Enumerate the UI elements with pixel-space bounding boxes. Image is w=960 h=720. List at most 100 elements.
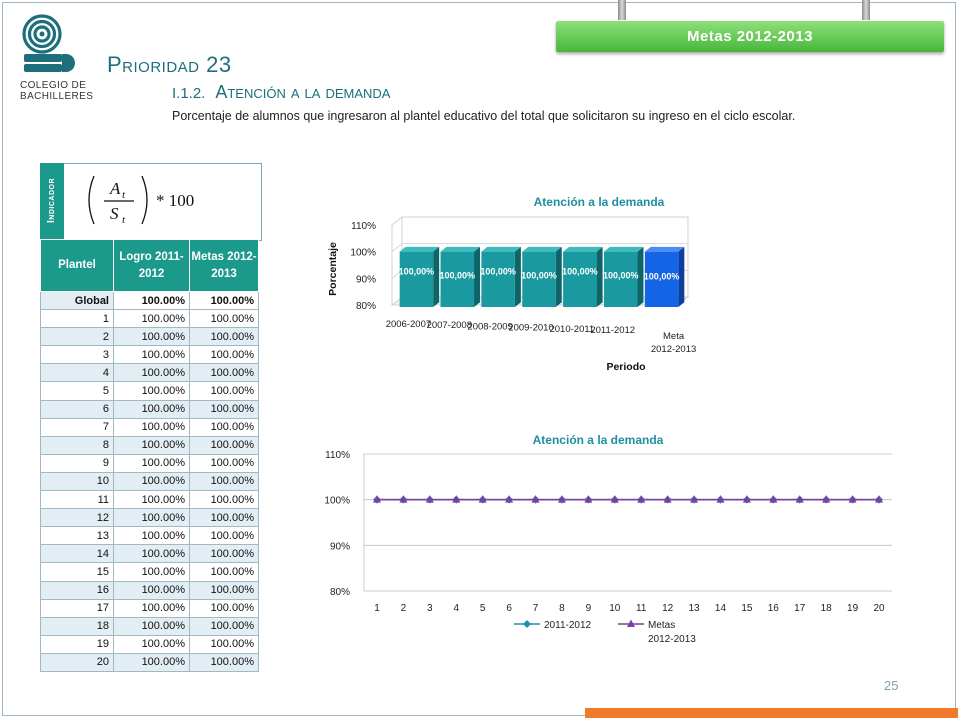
table-row: 3 100.00% 100.00% <box>40 345 259 365</box>
line-y-tick-label: 100% <box>324 496 350 507</box>
bar-data-label: 100,00% <box>440 271 476 281</box>
bar-x-axis-label: Periodo <box>606 361 645 373</box>
cell-logro: 100.00% <box>113 345 190 365</box>
series-2-point <box>610 495 619 503</box>
cell-plantel: 12 <box>40 508 114 528</box>
bar-chart: Atención a la demanda 80% 90% 100% 110% Porce… <box>327 195 696 373</box>
bar-side <box>637 246 644 307</box>
bar-x-tick-label: 2011-2012 <box>590 325 635 336</box>
cell-metas: 100.00% <box>189 526 259 546</box>
bar <box>644 251 679 307</box>
table-row: 15 100.00% 100.00% <box>40 562 259 582</box>
bar-x-tick-label: 2010-2011 <box>549 324 594 335</box>
cell-metas: 100.00% <box>189 290 259 311</box>
series-2-point <box>425 495 434 503</box>
cell-logro: 100.00% <box>113 544 190 564</box>
series-2-point <box>399 495 408 503</box>
cell-metas: 100.00% <box>189 544 259 564</box>
cell-plantel: 17 <box>40 598 114 618</box>
table-row: 16 100.00% 100.00% <box>40 580 259 600</box>
cell-logro: 100.00% <box>113 634 190 654</box>
bar <box>522 251 556 307</box>
bar-chart-title: Atención a la demanda <box>534 195 665 209</box>
line-x-tick-label: 5 <box>480 603 486 614</box>
series-2-point <box>663 495 672 503</box>
col-plantel: Plantel <box>40 239 114 292</box>
line-x-tick-label: 6 <box>506 603 512 614</box>
section-title: Atención a la demanda <box>215 82 391 102</box>
bar-x-tick-label: Meta <box>663 331 685 342</box>
line-x-tick-label: 20 <box>873 603 885 614</box>
formula-multiplier: * 100 <box>156 191 194 210</box>
metas-badge: Metas 2012-2013 <box>556 21 944 52</box>
series-2-point <box>690 495 699 503</box>
cell-plantel: 15 <box>40 562 114 582</box>
line-x-tick-label: 4 <box>453 603 459 614</box>
line-x-tick-label: 18 <box>821 603 833 614</box>
bar-x-tick-label: 2012-2013 <box>651 344 696 355</box>
formula-denominator: S <box>110 204 119 223</box>
cell-plantel: 2 <box>40 327 114 347</box>
cell-metas: 100.00% <box>189 598 259 618</box>
cell-plantel: 3 <box>40 345 114 365</box>
series-2-point <box>505 495 514 503</box>
cell-plantel: 16 <box>40 580 114 600</box>
line-x-tick-label: 7 <box>533 603 539 614</box>
page-number: 25 <box>884 678 899 693</box>
bar-y-tick-label: 110% <box>351 221 376 232</box>
series-2-point <box>478 495 487 503</box>
bar-top <box>603 246 644 252</box>
cell-logro: 100.00% <box>113 327 190 347</box>
cell-logro: 100.00% <box>113 490 190 510</box>
col-metas: Metas 2012-2013 <box>189 239 259 292</box>
series-2-point <box>584 495 593 503</box>
bar-y-tick-label: 80% <box>356 301 376 312</box>
bar-gridline-side <box>391 216 403 226</box>
indicator-label: Indicador <box>40 163 64 239</box>
hanger-right <box>862 0 870 20</box>
bar-data-label: 100,00% <box>399 267 435 277</box>
series-2-point <box>875 495 883 503</box>
cell-plantel: 10 <box>40 471 114 492</box>
cell-logro: 100.00% <box>113 471 190 492</box>
line-x-tick-label: 8 <box>559 603 565 614</box>
line-chart-title: Atención a la demanda <box>533 433 664 447</box>
cell-metas: 100.00% <box>189 490 259 510</box>
bar-data-label: 100,00% <box>603 271 639 281</box>
bar <box>563 251 597 307</box>
table-row: 18 100.00% 100.00% <box>40 616 259 636</box>
table-row: 2 100.00% 100.00% <box>40 327 259 347</box>
bar-side <box>433 246 440 307</box>
cell-plantel: 13 <box>40 526 114 546</box>
line-y-tick-label: 80% <box>330 587 350 598</box>
bar-side <box>474 246 481 307</box>
cell-metas: 100.00% <box>189 399 259 419</box>
table-row: 1 100.00% 100.00% <box>40 309 259 329</box>
line-x-tick-label: 10 <box>609 603 621 614</box>
legend-label: Metas <box>648 620 675 631</box>
table-row: 14 100.00% 100.00% <box>40 544 259 564</box>
cell-logro: 100.00% <box>113 508 190 528</box>
bar-x-tick-label: 2007-2008 <box>427 320 472 331</box>
cell-logro: 100.00% <box>113 381 190 401</box>
line-x-tick-label: 14 <box>715 603 727 614</box>
series-2-point <box>557 495 566 503</box>
cell-metas: 100.00% <box>189 471 259 492</box>
table-row: 11 100.00% 100.00% <box>40 490 259 510</box>
series-2-point <box>452 495 461 503</box>
cell-plantel: Global <box>40 290 114 311</box>
section-heading: I.1.2. Atención a la demanda <box>172 82 390 103</box>
legend-label: 2011-2012 <box>544 620 592 631</box>
bar-x-tick-label: 2008-2009 <box>467 321 512 332</box>
formula-numerator: A <box>109 179 121 198</box>
series-2-point <box>769 495 778 503</box>
cell-metas: 100.00% <box>189 580 259 600</box>
bar-top <box>563 246 603 252</box>
cell-logro: 100.00% <box>113 453 190 473</box>
hanger-left <box>618 0 626 20</box>
series-2-point <box>795 495 804 503</box>
cell-plantel: 8 <box>40 435 114 455</box>
bar-data-label: 100,00% <box>562 267 598 277</box>
table-row: 9 100.00% 100.00% <box>40 453 259 473</box>
